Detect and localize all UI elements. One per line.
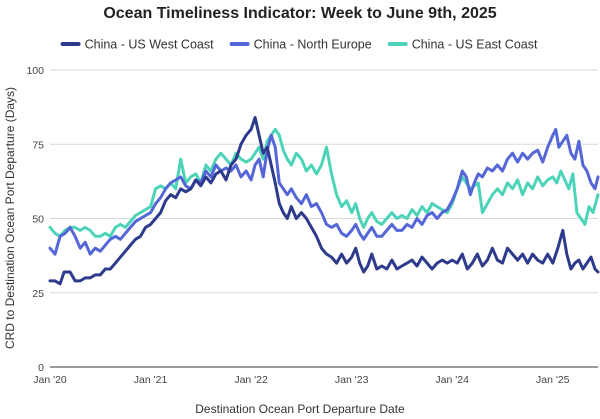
x-axis-label: Destination Ocean Port Departure Date xyxy=(195,402,405,416)
series-line-1 xyxy=(48,127,600,256)
legend-label: China - North Europe xyxy=(254,38,372,52)
x-tick-label: Jan '20 xyxy=(33,374,67,386)
legend-label: China - US West Coast xyxy=(85,38,215,52)
y-tick-label: 50 xyxy=(32,214,44,226)
y-tick-label: 0 xyxy=(38,362,44,374)
x-tick-label: Jan '23 xyxy=(335,374,369,386)
legend: China - US West Coast China - North Europ… xyxy=(60,38,538,52)
legend-item-1: China - North Europe xyxy=(229,38,372,52)
y-tick-label: 25 xyxy=(32,288,44,300)
x-tick-label: Jan '21 xyxy=(134,374,168,386)
legend-item-2: China - US East Coast xyxy=(387,38,538,52)
y-tick-label: 100 xyxy=(26,65,44,77)
y-tick-label: 75 xyxy=(32,139,44,151)
series-line-2 xyxy=(48,127,600,238)
legend-label: China - US East Coast xyxy=(412,38,538,52)
x-axis-ticks: Jan '20 Jan '21 Jan '22 Jan '23 Jan '24 Jan '… xyxy=(33,374,569,386)
y-axis-label: CRD to Destination Ocean Port Departure … xyxy=(3,87,17,349)
legend-item-0: China - US West Coast xyxy=(60,38,215,52)
x-tick-label: Jan '25 xyxy=(536,374,570,386)
x-tick-label: Jan '22 xyxy=(234,374,268,386)
x-tick-label: Jan '24 xyxy=(435,374,469,386)
y-axis-ticks: 0 25 50 75 100 xyxy=(26,65,44,374)
series-lines xyxy=(48,116,600,286)
series-line-0 xyxy=(48,116,600,286)
chart-title: Ocean Timeliness Indicator: Week to June… xyxy=(103,5,496,22)
